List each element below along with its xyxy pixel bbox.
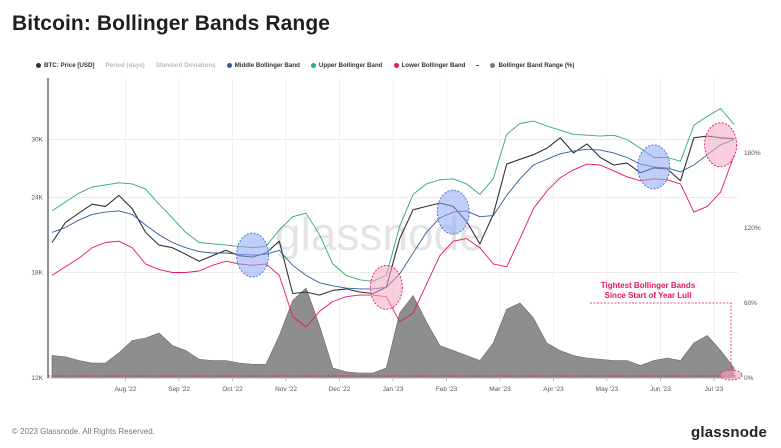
legend-label: Period (days) xyxy=(105,62,145,69)
x-tick-label: Jan '23 xyxy=(383,386,404,393)
chart-legend: BTC: Price [USD] Period (days) Standard De… xyxy=(36,62,574,69)
x-tick-label: Aug '22 xyxy=(115,386,137,393)
x-tick-label: Nov '22 xyxy=(275,386,297,393)
annotation-target-circle xyxy=(719,369,743,381)
y-right-tick-label: 60% xyxy=(744,300,757,307)
x-tick-label: Feb '23 xyxy=(436,386,458,393)
annotation-leader-line xyxy=(590,302,732,374)
legend-item[interactable]: Lower Bollinger Band xyxy=(393,62,466,69)
x-tick-label: Dec '22 xyxy=(329,386,351,393)
series-line xyxy=(51,135,735,296)
brand-logo-text: glassnode xyxy=(691,424,767,441)
y-left-tick-label: 30K xyxy=(31,137,43,144)
highlight-circle xyxy=(236,232,270,278)
y-left-tick-label: 12K xyxy=(31,375,43,382)
legend-item[interactable] xyxy=(476,62,480,69)
legend-marker-icon xyxy=(36,63,41,68)
highlight-circle xyxy=(637,144,671,190)
page-title: Bitcoin: Bollinger Bands Range xyxy=(12,12,331,35)
series-line xyxy=(51,155,735,328)
x-tick-label: Jun '23 xyxy=(650,386,671,393)
legend-label: Middle Bollinger Band xyxy=(234,62,300,69)
annotation-text: Tightest Bollinger Bands xyxy=(601,281,696,290)
x-tick-label: Sep '22 xyxy=(168,386,190,393)
x-tick-label: Jul '23 xyxy=(705,386,724,393)
legend-item[interactable]: Bollinger Band Range (%) xyxy=(490,62,574,69)
legend-item[interactable]: Upper Bollinger Band xyxy=(310,62,383,69)
x-tick-label: Apr '23 xyxy=(543,386,564,393)
legend-item[interactable]: Middle Bollinger Band xyxy=(226,62,300,69)
annotation-text: Since Start of Year Lull xyxy=(605,291,692,300)
y-left-tick-label: 24K xyxy=(31,195,43,202)
legend-item[interactable]: BTC: Price [USD] xyxy=(36,62,95,69)
legend-marker-icon xyxy=(226,63,232,68)
legend-marker-icon xyxy=(393,63,399,68)
legend-label: BTC: Price [USD] xyxy=(44,62,95,69)
legend-item[interactable]: Period (days) xyxy=(106,62,145,69)
range-area xyxy=(48,287,738,379)
highlight-circles xyxy=(236,122,738,310)
legend-dash-icon xyxy=(476,64,480,67)
legend-marker-icon xyxy=(310,63,316,68)
legend-label: Lower Bollinger Band xyxy=(401,62,466,69)
y-right-tick-label: 180% xyxy=(744,150,761,157)
legend-label: Standard Deviations xyxy=(155,62,216,69)
copyright-footer: © 2023 Glassnode. All Rights Reserved. xyxy=(12,427,155,436)
x-tick-label: May '23 xyxy=(596,386,619,393)
y-left-tick-label: 18K xyxy=(31,269,43,276)
legend-item[interactable]: Standard Deviations xyxy=(156,62,216,69)
x-tick-label: Mar '23 xyxy=(489,386,511,393)
range-area-fill xyxy=(51,287,735,379)
legend-label: Upper Bollinger Band xyxy=(318,62,383,69)
axes: 12K 18K 24K 30K 0% 60% 120% 180% Aug '22 Sep '22 O… xyxy=(31,78,761,393)
highlight-circle xyxy=(369,264,403,310)
highlight-circle xyxy=(704,122,738,168)
highlight-circle xyxy=(436,189,470,235)
legend-marker-icon xyxy=(490,63,496,68)
series-line xyxy=(51,108,735,282)
y-right-tick-label: 120% xyxy=(744,225,761,232)
legend-label: Bollinger Band Range (%) xyxy=(498,62,575,69)
y-right-tick-label: 0% xyxy=(744,375,754,382)
x-tick-label: Oct '22 xyxy=(222,386,243,393)
